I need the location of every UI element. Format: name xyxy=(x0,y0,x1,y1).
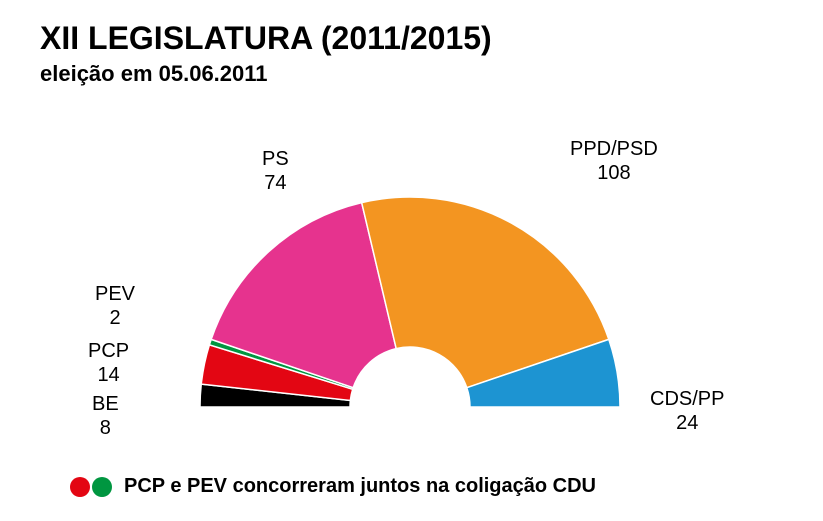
label-be: BE8 xyxy=(92,392,119,440)
label-name-ps: PS xyxy=(262,147,289,171)
label-name-cdspp: CDS/PP xyxy=(650,387,724,411)
label-name-pcp: PCP xyxy=(88,339,129,363)
label-cdspp: CDS/PP24 xyxy=(650,387,724,435)
footnote: PCP e PEV concorreram juntos na coligaçã… xyxy=(70,475,783,498)
label-ppdpsd: PPD/PSD108 xyxy=(570,137,658,185)
label-value-ps: 74 xyxy=(262,171,289,195)
label-value-ppdpsd: 108 xyxy=(570,161,658,185)
footnote-text: PCP e PEV concorreram juntos na coligaçã… xyxy=(124,475,596,498)
chart-title: XII LEGISLATURA (2011/2015) xyxy=(40,20,783,57)
label-ps: PS74 xyxy=(262,147,289,195)
label-pev: PEV2 xyxy=(95,282,135,330)
footnote-dot-0 xyxy=(70,477,90,497)
label-name-be: BE xyxy=(92,392,119,416)
label-value-pcp: 14 xyxy=(88,363,129,387)
chart-subtitle: eleição em 05.06.2011 xyxy=(40,61,783,87)
label-name-pev: PEV xyxy=(95,282,135,306)
label-value-pev: 2 xyxy=(95,306,135,330)
label-name-ppdpsd: PPD/PSD xyxy=(570,137,658,161)
label-value-be: 8 xyxy=(92,416,119,440)
footnote-dot-1 xyxy=(92,477,112,497)
label-value-cdspp: 24 xyxy=(650,411,724,435)
label-pcp: PCP14 xyxy=(88,339,129,387)
chart-area: BE8 PCP14 PEV2 PS74 PPD/PSD108 CDS/PP24 xyxy=(40,107,780,467)
